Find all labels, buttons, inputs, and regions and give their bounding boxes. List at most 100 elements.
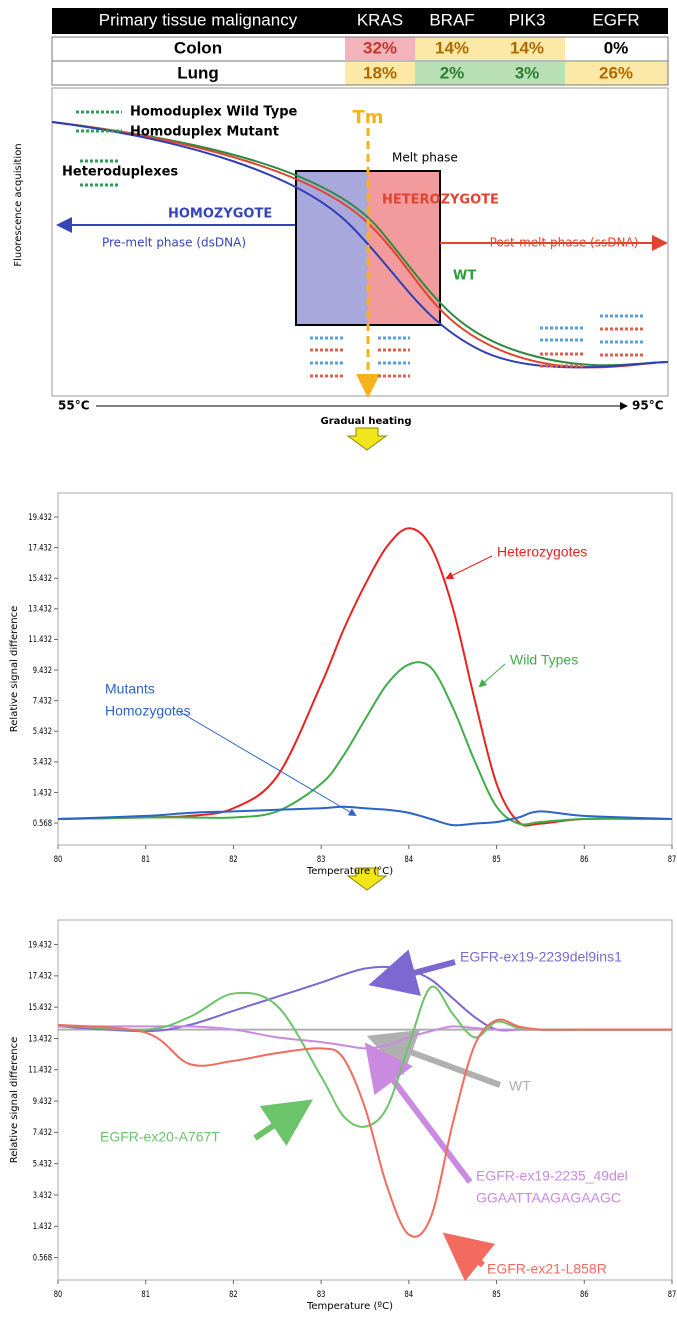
flow-arrow	[346, 427, 388, 451]
cell-bg	[345, 37, 415, 60]
series-label: WT	[509, 1078, 531, 1094]
cell-bg	[565, 62, 668, 85]
cell: 26%	[599, 63, 633, 82]
x-tick-label: 80	[54, 1289, 63, 1299]
header-bg	[52, 8, 668, 34]
homo-curve	[51, 121, 669, 369]
y-tick-label: 1.432	[33, 787, 52, 797]
x-tick-label: 87	[668, 854, 677, 864]
y-tick-label: 11.432	[28, 634, 52, 644]
y-tick-label: 19.432	[28, 939, 52, 949]
tm-label: Tm	[352, 107, 383, 128]
annotation-arrow	[253, 1099, 313, 1146]
header-cell: KRAS	[357, 10, 403, 29]
y-tick-label: 1.432	[33, 1221, 52, 1231]
y-tick-label: 15.432	[28, 1002, 52, 1012]
annotation-arrow	[478, 663, 506, 688]
cell: 14%	[435, 38, 469, 57]
x-tick-label: 81	[141, 1289, 150, 1299]
series-line	[57, 527, 673, 827]
x-tick-label: 82	[229, 1289, 238, 1299]
series-label: Homozygotes	[105, 703, 191, 719]
y-axis-label: Relative signal difference	[9, 1037, 20, 1163]
cell-bg	[415, 37, 490, 60]
x-tick-label: 85	[492, 1289, 501, 1299]
annotation-arrow	[445, 555, 493, 579]
heterozygote-zone	[368, 171, 440, 325]
cell: 32%	[363, 38, 397, 57]
plot-frame	[57, 919, 673, 1281]
y-tick-label: 3.432	[33, 757, 52, 767]
series-label: Mutants	[105, 681, 155, 697]
x-tick-label: 83	[317, 1289, 326, 1299]
cell: 0%	[604, 38, 629, 57]
legend-label: Homoduplex Mutant	[130, 125, 279, 140]
y-tick-label: 9.432	[33, 665, 52, 675]
wt-label: WT	[453, 269, 476, 284]
series-line	[57, 985, 672, 1128]
x-tick-label: 85	[492, 854, 501, 864]
flow-arrow	[346, 867, 388, 891]
series-label: Heterozygotes	[497, 544, 587, 560]
melt-phase-label: Melt phase	[392, 151, 458, 165]
annotation-arrow	[368, 949, 456, 996]
x-tick-label: 80	[54, 854, 63, 864]
y-tick-label: 11.432	[28, 1065, 52, 1075]
y-tick-label: 7.432	[33, 696, 52, 706]
cell: 3%	[515, 63, 540, 82]
x-axis-label: Temperature (°C)	[306, 866, 393, 877]
series-line	[57, 805, 673, 827]
series-label: GGAATTAAGAGAAGC	[476, 1190, 621, 1206]
pre-melt-label: Pre-melt phase (dsDNA)	[102, 236, 246, 250]
y-axis-label: Relative signal difference	[9, 606, 20, 732]
homozygote-label: HOMOZYGOTE	[168, 207, 272, 222]
y-tick-label: 0.568	[33, 818, 52, 828]
y-tick-label: 13.432	[28, 1033, 52, 1043]
annotation-arrow	[364, 1042, 473, 1184]
legend-label: Homoduplex Wild Type	[130, 105, 298, 120]
x-tick-label: 84	[405, 854, 414, 864]
series-label: EGFR-ex19-2239del9ins1	[460, 949, 622, 965]
y-tick-label: 15.432	[28, 573, 52, 583]
y-tick-label: 5.432	[33, 726, 52, 736]
cell-bg	[490, 37, 565, 60]
y-tick-label: 9.432	[33, 1096, 52, 1106]
table: Primary tissue malignancy KRAS BRAF PIK3…	[51, 8, 669, 86]
x-axis-label: Temperature (ºC)	[306, 1301, 393, 1312]
x-tick-label: 83	[317, 854, 326, 864]
series-line	[57, 661, 673, 826]
y-axis-label: Fluorescence acquisition	[13, 143, 24, 266]
legend-label: Heteroduplexes	[62, 165, 178, 180]
y-tick-label: 3.432	[33, 1190, 52, 1200]
x-tick-label: 81	[141, 854, 150, 864]
y-tick-label: 19.432	[28, 512, 52, 522]
row-label: Colon	[174, 38, 222, 57]
x-axis-label: Gradual heating	[321, 416, 412, 427]
header-cell: Primary tissue malignancy	[99, 10, 298, 29]
series-line	[57, 1018, 672, 1238]
y-tick-label: 13.432	[28, 604, 52, 614]
series-label: EGFR-ex19-2235_49del	[476, 1168, 628, 1184]
post-melt-label: Post-melt phase (ssDNA)	[490, 236, 639, 250]
heterozygote-label: HETEROZYGOTE	[382, 193, 499, 208]
wt-curve	[51, 121, 669, 367]
x-tick-label: 87	[668, 1289, 677, 1299]
x-tick-label: 86	[580, 1289, 589, 1299]
x-start-label: 55°C	[58, 399, 90, 413]
duplex-icons	[76, 110, 645, 378]
header-cell: EGFR	[592, 10, 639, 29]
annotation-arrow	[442, 1232, 496, 1282]
annotation-arrow	[366, 1029, 502, 1088]
melt-diagram: Fluorescence acquisition Homoduplex Wild…	[13, 87, 669, 427]
y-tick-label: 5.432	[33, 1159, 52, 1169]
cell: 2%	[440, 63, 465, 82]
y-tick-label: 0.568	[33, 1252, 52, 1262]
header-cell: PIK3	[509, 10, 546, 29]
x-tick-label: 82	[229, 854, 238, 864]
plot-frame	[57, 492, 673, 846]
cell-bg	[345, 62, 415, 85]
series-label: Wild Types	[510, 652, 578, 668]
cell: 18%	[363, 63, 397, 82]
